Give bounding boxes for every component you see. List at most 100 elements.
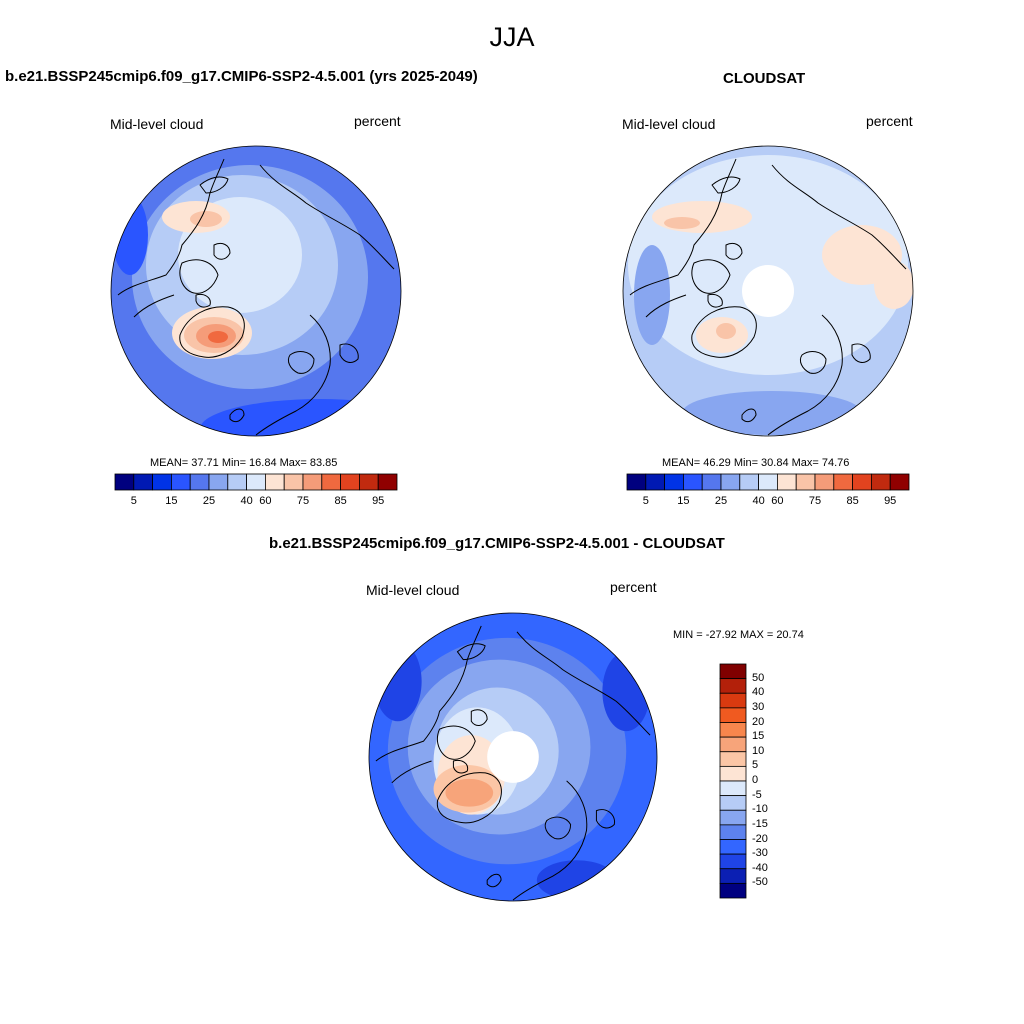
model-polar-map xyxy=(110,145,402,437)
map-boundary xyxy=(110,145,402,437)
colorbar-swatch xyxy=(171,473,191,491)
contour-region xyxy=(536,860,617,901)
panel-model-title: b.e21.BSSP245cmip6.f09_g17.CMIP6-SSP2-4.… xyxy=(5,68,478,85)
coastlines xyxy=(117,158,395,436)
contour-region xyxy=(874,261,913,309)
colorbar-tick-label: 40 xyxy=(240,495,253,507)
colorbar-tick-label: 0 xyxy=(752,774,759,786)
colorbar-swatch xyxy=(114,473,135,491)
colorbar-swatch xyxy=(719,751,747,767)
coastlines xyxy=(375,625,651,901)
colorbar-tick-label: 5 xyxy=(752,759,759,772)
colorbar-swatch xyxy=(719,868,747,884)
colorbar-swatch xyxy=(645,473,665,491)
colorbar-tick-label: 5 xyxy=(642,495,649,507)
colorbar-swatch xyxy=(889,473,910,491)
contour-region xyxy=(208,331,228,343)
colorbar-swatch xyxy=(152,473,172,491)
colorbar-swatch xyxy=(189,473,210,491)
colorbar-tick-label: 85 xyxy=(334,495,347,507)
colorbar-tick-label: 10 xyxy=(752,744,765,757)
colorbar-tick-label: 15 xyxy=(752,730,765,743)
colorbar-swatch xyxy=(664,473,684,491)
colorbar-tick-label: -30 xyxy=(752,847,768,860)
map-boundary xyxy=(622,145,914,437)
colorbar-swatch xyxy=(719,736,747,753)
contour-region xyxy=(112,195,148,275)
obs-polar-map xyxy=(622,145,914,437)
colorbar-tick-label: 15 xyxy=(677,495,690,507)
colorbar-tick-label: 30 xyxy=(752,700,765,713)
colorbar-swatch xyxy=(719,663,747,680)
panel-diff-title: b.e21.BSSP245cmip6.f09_g17.CMIP6-SSP2-4.… xyxy=(269,535,725,552)
colorbar-swatch xyxy=(719,853,747,870)
contour-region xyxy=(716,323,736,339)
colorbar-tick-label: 75 xyxy=(296,495,310,507)
colorbar-tick-label: 15 xyxy=(165,495,178,507)
colorbar-swatch xyxy=(302,473,323,491)
panel-obs-title: CLOUDSAT xyxy=(723,70,806,87)
figure-title: JJA xyxy=(489,22,535,52)
panel-diff-units-label: percent xyxy=(610,579,657,595)
colorbar-swatch xyxy=(719,692,747,709)
colorbar-swatch xyxy=(246,473,266,491)
map-boundary xyxy=(368,612,658,902)
model-colorbar xyxy=(114,473,398,491)
missing-data-pole xyxy=(487,731,539,783)
colorbar-tick-label: 5 xyxy=(130,495,137,507)
contour-region xyxy=(634,245,670,345)
panel-diff-stats: MIN = -27.92 MAX = 20.74 xyxy=(673,629,804,641)
colorbar-tick-label: -15 xyxy=(752,817,768,830)
colorbar-swatch xyxy=(814,473,835,491)
colorbar-swatch xyxy=(795,473,816,491)
colorbar-tick-label: 75 xyxy=(808,495,822,507)
colorbar-swatch xyxy=(852,473,872,491)
colorbar-swatch xyxy=(264,473,285,491)
colorbar-tick-label: 95 xyxy=(884,495,897,507)
panel-model-units-label: percent xyxy=(354,113,401,129)
contour-region xyxy=(602,651,651,732)
colorbar-swatch xyxy=(870,473,891,491)
colorbar-tick-label: 60 xyxy=(771,495,784,507)
panel-obs-stats: MEAN= 46.29 Min= 30.84 Max= 74.76 xyxy=(662,457,850,469)
panel-obs-units-label: percent xyxy=(866,113,913,129)
missing-data-pole xyxy=(742,265,794,317)
panel-obs-variable-label: Mid-level cloud xyxy=(622,116,716,132)
colorbar-tick-label: 20 xyxy=(752,715,765,728)
panel-diff-variable-label: Mid-level cloud xyxy=(366,582,460,598)
colorbar-swatch xyxy=(833,473,854,491)
colorbar-swatch xyxy=(283,473,304,491)
colorbar-tick-label: 60 xyxy=(259,495,272,507)
diff-polar-map xyxy=(368,612,658,902)
colorbar-tick-label: -5 xyxy=(752,788,762,801)
colorbar-swatch xyxy=(720,473,741,491)
coastlines xyxy=(629,158,907,436)
colorbar-swatch xyxy=(626,473,647,491)
colorbar-tick-label: -40 xyxy=(752,861,768,874)
colorbar-tick-label: 25 xyxy=(714,495,728,507)
contour-region xyxy=(190,211,222,227)
colorbar-swatch xyxy=(719,722,747,738)
colorbar-swatch xyxy=(719,765,747,782)
contour-region xyxy=(200,399,401,436)
colorbar-tick-label: 25 xyxy=(202,495,216,507)
panel-model-variable-label: Mid-level cloud xyxy=(110,116,204,132)
contour-region xyxy=(373,641,422,722)
colorbar-tick-label: 40 xyxy=(752,495,765,507)
colorbar-swatch xyxy=(719,780,747,797)
contour-region xyxy=(682,391,862,435)
colorbar-swatch xyxy=(719,678,747,694)
colorbar-tick-label: 50 xyxy=(752,671,765,684)
colorbar-swatch xyxy=(227,473,248,491)
colorbar-tick-label: -50 xyxy=(752,876,768,889)
contour-region xyxy=(664,217,700,229)
contour-region xyxy=(652,201,752,233)
colorbar-swatch xyxy=(321,473,342,491)
colorbar-swatch xyxy=(377,473,398,491)
colorbar-swatch xyxy=(701,473,722,491)
colorbar-swatch xyxy=(776,473,797,491)
colorbar-tick-label: 40 xyxy=(752,686,765,699)
colorbar-tick-label: -10 xyxy=(752,803,768,816)
colorbar-swatch xyxy=(358,473,379,491)
obs-colorbar xyxy=(626,473,910,491)
